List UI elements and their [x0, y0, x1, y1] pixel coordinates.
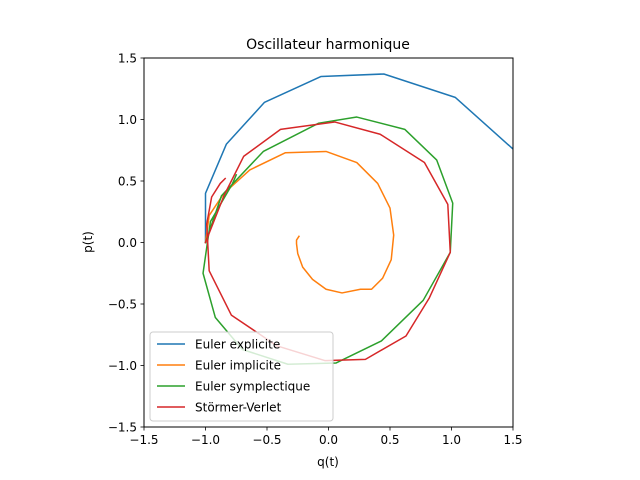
x-tick-label: −0.5	[252, 433, 281, 447]
y-tick-label: −0.5	[108, 297, 137, 311]
x-axis: −1.5 −1.0 −0.5 0.0 0.5 1.0 1.5	[129, 427, 523, 447]
legend-label: Störmer-Verlet	[195, 400, 282, 414]
legend-label: Euler explicite	[195, 337, 280, 351]
legend-label: Euler symplectique	[195, 379, 310, 393]
series-line-2	[204, 150, 395, 294]
x-tick-label: 0.0	[319, 433, 338, 447]
series-line-4	[204, 121, 452, 362]
series-line-1	[204, 73, 513, 244]
x-tick-label: −1.0	[191, 433, 220, 447]
x-axis-label: q(t)	[317, 455, 339, 469]
y-axis: −1.5 −1.0 −0.5 0.0 0.5 1.0 1.5	[108, 51, 144, 434]
legend: Euler explicite Euler implicite Euler symp…	[149, 331, 334, 422]
x-tick-label: 1.5	[503, 433, 522, 447]
y-tick-label: −1.5	[108, 420, 137, 434]
x-tick-label: 1.0	[442, 433, 461, 447]
y-tick-label: −1.0	[108, 359, 137, 373]
legend-label: Euler implicite	[195, 358, 281, 372]
plot-area	[202, 73, 513, 366]
series-line-3	[202, 116, 454, 366]
y-axis-label: p(t)	[81, 231, 95, 253]
y-tick-label: 1.0	[118, 113, 137, 127]
y-tick-label: 0.0	[118, 236, 137, 250]
y-tick-label: 0.5	[118, 174, 137, 188]
chart-title: Oscillateur harmonique	[246, 37, 410, 53]
x-tick-label: −1.5	[129, 433, 158, 447]
x-tick-label: 0.5	[380, 433, 399, 447]
y-tick-label: 1.5	[118, 51, 137, 65]
legend-box	[149, 331, 334, 422]
